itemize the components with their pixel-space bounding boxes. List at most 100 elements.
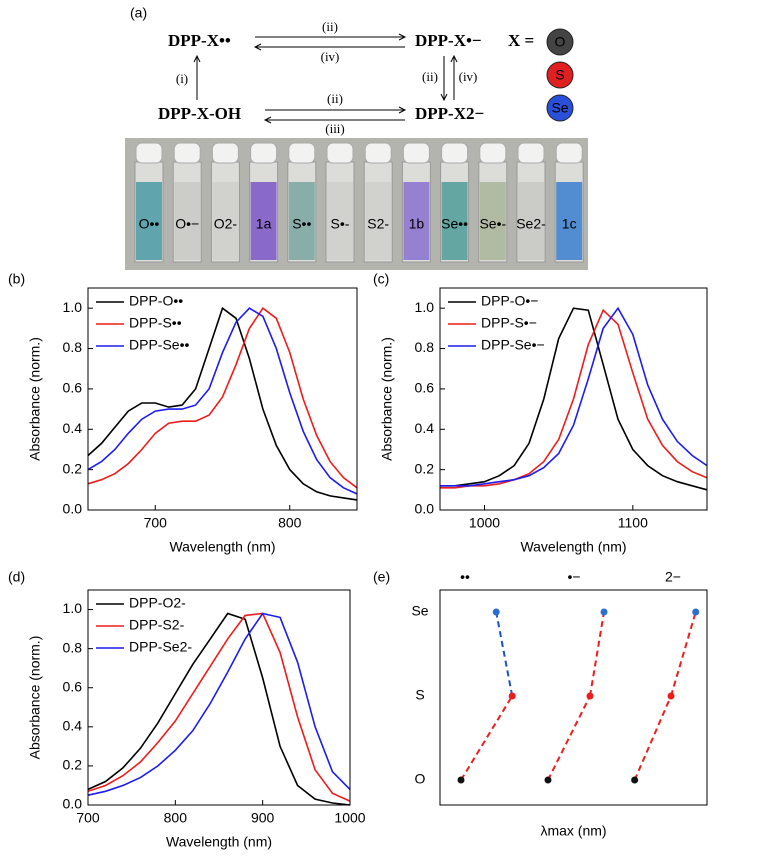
legend-label: DPP-Se•−: [481, 337, 545, 353]
vial-cap: [402, 142, 430, 164]
x-axis-label: Wavelength (nm): [166, 834, 272, 850]
arrow-label: (ii): [327, 91, 343, 106]
x-axis-label: λmax (nm): [540, 823, 606, 839]
y-tick-label: 1.0: [415, 299, 435, 315]
photo-background: [125, 138, 588, 270]
vial-label: S2-: [367, 216, 389, 232]
vial-label: O•−: [175, 216, 199, 232]
y-axis-label: Absorbance (norm.): [379, 337, 395, 461]
y-tick-label: 0.0: [63, 501, 83, 517]
atom-label: Se: [551, 100, 568, 116]
trend-segment: [495, 611, 514, 697]
point: [692, 608, 700, 616]
arrow-label: (iv): [321, 49, 340, 64]
trend-segment: [589, 611, 605, 697]
species: DPP-X••: [168, 31, 231, 50]
vial-cap: [211, 142, 239, 164]
x-axis-label: Wavelength (nm): [520, 539, 626, 555]
vial-liquid: [174, 182, 201, 260]
vial-liquid: [479, 182, 506, 260]
atom-label: O: [555, 34, 566, 50]
point: [631, 776, 639, 784]
vial-cap: [479, 142, 507, 164]
vial-cap: [173, 142, 201, 164]
y-tick-label: 0.6: [415, 380, 435, 396]
vial-cap: [326, 142, 354, 164]
vial-cap: [441, 142, 469, 164]
legend-label: DPP-O••: [129, 293, 183, 309]
vial-liquid: [250, 182, 277, 260]
vial-liquid: [441, 182, 468, 260]
vial-liquid: [365, 182, 392, 260]
legend-label: DPP-S••: [129, 315, 182, 331]
vial-label: 1a: [256, 216, 272, 232]
atom-ball: [546, 28, 574, 56]
plot-frame: [439, 589, 708, 806]
plot-frame: [439, 287, 708, 511]
x-tick-label: 800: [278, 515, 302, 531]
series-line: [87, 307, 358, 489]
point: [492, 608, 500, 616]
x-tick-label: 700: [144, 515, 168, 531]
y-tick-label: 0.6: [63, 678, 83, 694]
vial-liquid: [136, 182, 162, 260]
vial-label: Se••: [441, 216, 468, 232]
y-category-label: S: [415, 687, 424, 703]
series-line: [87, 612, 351, 806]
legend-label: DPP-O•−: [481, 293, 538, 309]
vial-liquid: [518, 182, 544, 260]
arrow-label: (iv): [459, 69, 478, 84]
y-category-label: Se: [411, 603, 428, 619]
y-category-label: O: [415, 771, 426, 787]
series-line: [87, 307, 358, 495]
point: [544, 776, 552, 784]
plot-frame: [87, 287, 358, 511]
panel-label: (a): [130, 5, 147, 21]
legend-label: DPP-Se••: [129, 337, 189, 353]
x-tick-label: 800: [164, 810, 188, 826]
vial-label: O2-: [214, 216, 238, 232]
x-tick-label: 1000: [469, 515, 500, 531]
arrow-label: (i): [176, 71, 188, 86]
scheme: (a) DPP-X•• DPP-X•− DPP-X-OH DPP-X2− (ii…: [130, 5, 534, 136]
vial-cap: [250, 142, 278, 164]
vial-label: S•-: [331, 216, 350, 232]
series-line: [87, 612, 351, 796]
series-line: [87, 306, 358, 501]
y-tick-label: 0.4: [63, 718, 83, 734]
panel-label: (d): [8, 569, 25, 585]
vial-label: Se2-: [516, 216, 546, 232]
atom-ball: [546, 61, 574, 89]
vial-label: S••: [292, 216, 311, 232]
x-tick-label: 700: [76, 810, 100, 826]
y-tick-label: 0.4: [63, 420, 83, 436]
y-axis-label: Absorbance (norm.): [27, 636, 43, 760]
x-axis-label: Wavelength (nm): [169, 539, 275, 555]
vial-cap: [135, 142, 163, 164]
panel-label: (b): [8, 271, 25, 287]
series-line: [440, 306, 708, 487]
point: [508, 692, 516, 700]
trend-segment: [633, 695, 672, 781]
legend-label: DPP-Se2-: [129, 639, 192, 655]
x-tick-label: 1100: [618, 515, 648, 531]
arrow-label: (iii): [325, 121, 345, 136]
y-tick-label: 0.4: [415, 420, 435, 436]
vial-cap: [288, 142, 316, 164]
y-tick-label: 0.2: [63, 757, 83, 773]
vial-cap: [555, 142, 583, 164]
vial-label: 1c: [562, 216, 577, 232]
series-line: [87, 612, 351, 802]
series-line: [440, 307, 708, 491]
group-label: 2−: [665, 569, 681, 585]
series-line: [440, 308, 708, 489]
group-label: •−: [567, 569, 580, 585]
y-tick-label: 0.2: [63, 460, 83, 476]
point: [457, 776, 465, 784]
vial-liquid: [403, 182, 430, 260]
arrow-label: (ii): [422, 69, 438, 84]
vial-liquid: [327, 182, 353, 260]
legend-label: DPP-S2-: [129, 617, 185, 633]
vial-cap: [517, 142, 545, 164]
